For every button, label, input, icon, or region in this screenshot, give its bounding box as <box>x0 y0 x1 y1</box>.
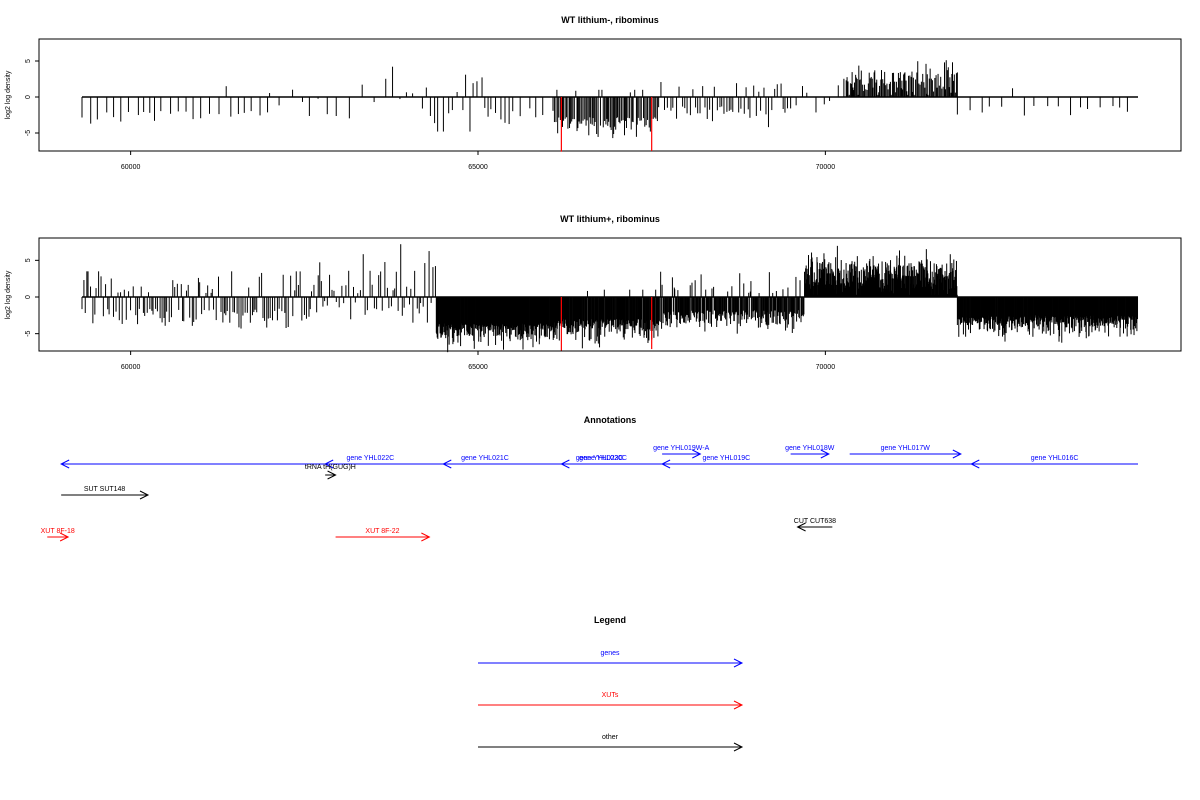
annotation-label: gene YHL018W <box>785 445 835 452</box>
y-tick-label: 5 <box>25 59 32 63</box>
legend-entry: genes <box>478 650 744 668</box>
x-tick-label: 65000 <box>468 164 488 171</box>
x-tick-label: 65000 <box>468 364 488 371</box>
legend-label: XUTs <box>602 692 619 699</box>
annotation-feature: gene YHL021C <box>442 455 527 469</box>
y-tick-label: 0 <box>25 95 32 99</box>
panel-1-highlights <box>560 97 653 152</box>
panel-2-yaxis: 5 0 -5 <box>25 258 39 337</box>
y-tick-label: 0 <box>25 295 32 299</box>
annotation-feature: SUT SUT148 <box>61 486 150 500</box>
annotation-arrow-head <box>324 459 334 469</box>
annotation-arrow-head <box>327 470 337 480</box>
legend-entries: genes XUTs other <box>478 650 744 752</box>
panel-2-xaxis: 60000 65000 70000 <box>121 351 835 371</box>
annotation-arrow-head <box>952 449 962 459</box>
annotation-feature: gene YHL020C <box>560 455 645 469</box>
annotation-feature: CUT CUT638 <box>794 518 836 532</box>
annotation-label: SUT SUT148 <box>84 486 126 493</box>
annotation-label: gene YHL016C <box>1031 455 1079 462</box>
annotation-feature: gene YHL016C <box>970 455 1138 469</box>
panel-2-title: WT lithium+, ribominus <box>560 214 660 224</box>
annotation-label: gene YHL017W <box>881 445 931 452</box>
panel-2-frame <box>38 237 1182 352</box>
annotation-arrow-head <box>59 532 70 542</box>
annotation-feature: gene YHL019W-A <box>653 445 710 459</box>
annotation-arrow-head <box>660 459 671 469</box>
legend-title: Legend <box>594 615 626 625</box>
annotation-label: XUT 8F-22 <box>365 528 399 535</box>
annotation-label: tRNA tH(GUG)H <box>305 464 356 471</box>
panel-1-title: WT lithium-, ribominus <box>561 15 659 25</box>
legend-panel: Legend genes XUTs other <box>478 615 744 752</box>
annotation-label: CUT CUT638 <box>794 518 836 525</box>
annotation-arrow-head <box>139 490 150 500</box>
x-tick-label: 60000 <box>121 164 141 171</box>
annotation-tracks: gene YHL023C gene YHL022C tRNA tH(GUG)H gen… <box>41 445 1138 542</box>
annotation-arrow-head <box>560 459 570 469</box>
annotation-feature: tRNA tH(GUG)H <box>305 464 356 480</box>
annotation-feature: XUT 8F-18 <box>41 528 75 542</box>
x-tick-label: 60000 <box>121 364 141 371</box>
annotation-label: XUT 8F-18 <box>41 528 75 535</box>
annotation-arrow-head <box>796 522 806 532</box>
panel-2-ylabel: log2 log density <box>5 270 12 319</box>
panel-1-xaxis: 60000 65000 70000 <box>121 151 835 171</box>
panel-1-yaxis: 5 0 -5 <box>25 59 39 136</box>
legend-arrow-head <box>733 658 744 668</box>
legend-label: genes <box>600 650 620 657</box>
annotation-arrow-head <box>421 532 431 542</box>
panel-1-ylabel: log2 log density <box>5 70 12 119</box>
annotations-panel: Annotations gene YHL023C gene YHL022C tRNA… <box>41 415 1138 542</box>
annotation-feature: gene YHL018W <box>785 445 835 459</box>
y-tick-label: -5 <box>25 130 32 136</box>
legend-label: other <box>602 734 619 741</box>
annotation-arrow-head <box>820 449 830 459</box>
annotation-feature: gene YHL019C <box>660 455 791 469</box>
panel-lithium-minus: WT lithium-, ribominus log2 log density … <box>5 15 1182 171</box>
annotation-label: gene YHL023C <box>576 455 624 462</box>
annotation-label: gene YHL019W-A <box>653 445 709 452</box>
annotation-label: gene YHL019C <box>702 455 750 462</box>
panel-1-frame <box>38 38 1182 152</box>
panel-lithium-plus: WT lithium+, ribominus log2 log density … <box>5 214 1182 371</box>
panel-1-bars <box>81 60 1128 139</box>
annotation-feature: gene YHL017W <box>849 445 962 459</box>
panel-2-highlights <box>560 297 653 351</box>
panel-2-bars <box>81 244 1139 353</box>
legend-entry: other <box>478 734 744 752</box>
annotation-arrow-head <box>692 449 702 459</box>
annotation-arrow-head <box>60 459 70 469</box>
annotation-label: gene YHL020C <box>579 455 627 462</box>
annotations-title: Annotations <box>584 415 637 425</box>
legend-arrow-head <box>733 700 744 710</box>
annotation-label: gene YHL021C <box>461 455 509 462</box>
annotation-label: gene YHL022C <box>346 455 394 462</box>
legend-arrow-head <box>733 742 744 752</box>
y-tick-label: -5 <box>25 330 32 336</box>
x-tick-label: 70000 <box>816 364 836 371</box>
legend-entry: XUTs <box>478 692 744 710</box>
annotation-arrow-head <box>442 459 452 469</box>
x-tick-label: 70000 <box>816 164 836 171</box>
annotation-arrow-head <box>970 459 980 469</box>
y-tick-label: 5 <box>25 258 32 262</box>
annotation-feature: gene YHL022C <box>324 455 416 469</box>
annotation-feature: XUT 8F-22 <box>335 528 431 542</box>
